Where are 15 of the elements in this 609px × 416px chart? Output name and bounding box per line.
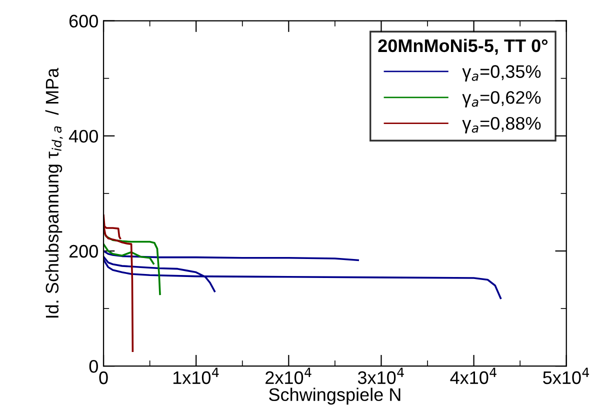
y-tick-label: 600 bbox=[69, 14, 98, 28]
legend-label: γ$_{a}$=0,35% bbox=[462, 65, 541, 82]
legend-label: γ$_{a}$=0,88% bbox=[462, 116, 541, 134]
x-tick-label: 4x10$^{4}$ bbox=[450, 368, 496, 384]
x-tick-label: 0 bbox=[99, 371, 108, 384]
x-tick-label: 5x10$^{4}$ bbox=[543, 368, 590, 384]
x-axis-title: Schwingspiele N bbox=[269, 388, 400, 405]
y-tick-label: 400 bbox=[68, 130, 98, 143]
y-axis-title: Id. Schubspannung τ$_{id,a}$ / MPa bbox=[45, 68, 63, 318]
x-tick-label: 3x10$^{4}$ bbox=[358, 368, 404, 384]
x-tick-label: 1x10$^{4}$ bbox=[173, 368, 219, 384]
y-tick-label: 200 bbox=[69, 244, 98, 258]
legend-label: γ$_{a}$=0,62% bbox=[462, 91, 541, 108]
legend-title: 20MnMoNi5-5, TT 0° bbox=[378, 38, 548, 55]
x-tick-label: 2x10$^{4}$ bbox=[266, 368, 312, 384]
